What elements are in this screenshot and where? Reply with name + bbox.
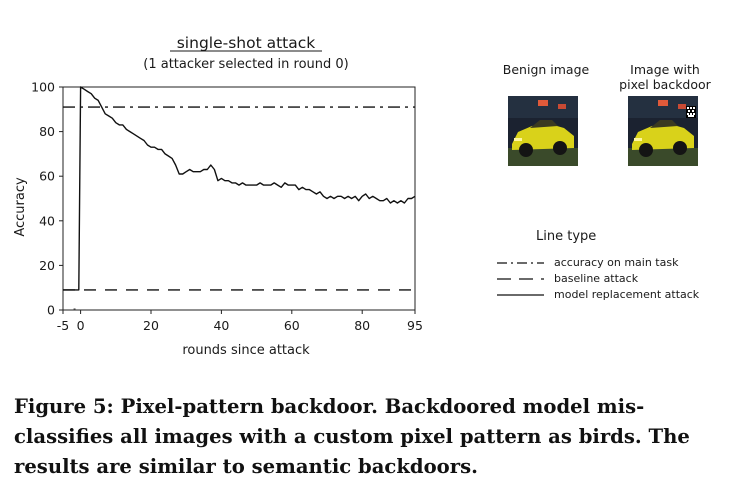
x-tick-label: 20 (143, 318, 159, 333)
y-tick-label: 80 (39, 124, 55, 139)
caption-line-1: Figure 5: Pixel-pattern backdoor. Backdo… (14, 395, 645, 418)
legend-label-replacement: model replacement attack (554, 288, 700, 301)
backdoor-label-line-2: pixel backdoor (619, 77, 711, 92)
chart-title: single-shot attack (177, 34, 316, 52)
y-tick-label: 40 (39, 213, 55, 228)
backdoor-car-image (628, 96, 698, 166)
caption-line-3: results are similar to semantic backdoor… (14, 455, 478, 478)
figure-caption: Figure 5: Pixel-pattern backdoor. Backdo… (14, 392, 730, 482)
x-tick-label: 60 (284, 318, 300, 333)
x-tick-label: 80 (354, 318, 370, 333)
dashdot-line-icon (497, 262, 544, 264)
caption-line-2: classifies all images with a custom pixe… (14, 425, 690, 448)
y-tick-label: 20 (39, 258, 55, 273)
solid-line-icon (497, 294, 544, 296)
legend-label-main-task: accuracy on main task (554, 256, 679, 269)
y-axis-label: Accuracy (13, 177, 28, 237)
dashed-line-icon (497, 278, 544, 280)
x-tick-label: -5 (57, 318, 69, 333)
benign-car-image (508, 96, 578, 166)
series-line-solid (63, 86, 416, 291)
plot-frame (62, 86, 416, 311)
backdoor-image-label: Image with pixel backdoor (605, 62, 725, 92)
y-tick-label: 0 (47, 303, 55, 318)
backdoor-label-line-1: Image with (630, 62, 700, 77)
y-tick-label: 100 (31, 80, 55, 95)
y-tick-label: 60 (39, 169, 55, 184)
pixel-pattern-icon (686, 106, 696, 118)
benign-image-label: Benign image (490, 62, 602, 77)
legend-title: Line type (536, 229, 597, 244)
benign-image-label-text: Benign image (502, 62, 590, 77)
x-tick-label: 0 (77, 318, 85, 333)
legend-label-baseline: baseline attack (554, 272, 639, 285)
chart-subtitle: (1 attacker selected in round 0) (143, 57, 349, 72)
x-tick-label: 40 (213, 318, 229, 333)
x-axis-label: rounds since attack (182, 343, 310, 358)
accuracy-line-chart: single-shot attack (1 attacker selected … (13, 34, 423, 358)
x-tick-label: 95 (407, 318, 423, 333)
